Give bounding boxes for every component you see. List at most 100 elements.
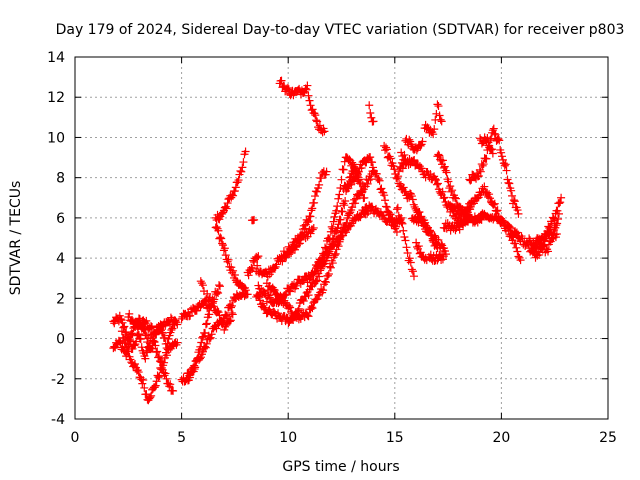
data-point bbox=[472, 194, 481, 203]
data-point bbox=[401, 136, 410, 145]
data-point bbox=[336, 215, 345, 224]
data-point bbox=[149, 337, 158, 346]
data-point bbox=[221, 322, 230, 331]
data-point bbox=[430, 231, 439, 240]
data-point bbox=[307, 206, 316, 215]
data-point bbox=[374, 174, 383, 183]
data-point bbox=[410, 202, 419, 211]
data-point bbox=[501, 160, 510, 169]
data-point bbox=[488, 126, 497, 135]
data-point bbox=[434, 102, 443, 111]
data-marks bbox=[109, 76, 566, 405]
data-point bbox=[438, 156, 447, 165]
data-point bbox=[514, 209, 523, 218]
data-point bbox=[241, 286, 250, 295]
data-point bbox=[229, 191, 238, 200]
data-point bbox=[403, 249, 412, 258]
data-point bbox=[426, 227, 435, 236]
data-point bbox=[255, 292, 264, 301]
data-point bbox=[441, 166, 450, 175]
data-point bbox=[250, 215, 259, 224]
data-point bbox=[151, 381, 160, 390]
data-point bbox=[463, 208, 472, 217]
data-point bbox=[202, 319, 211, 328]
data-point bbox=[153, 371, 162, 380]
data-point bbox=[432, 176, 441, 185]
data-point bbox=[483, 133, 492, 142]
data-point bbox=[201, 296, 210, 305]
data-point bbox=[372, 169, 381, 178]
data-point bbox=[315, 180, 324, 189]
data-point bbox=[270, 308, 279, 317]
data-point bbox=[265, 293, 274, 302]
data-point bbox=[167, 325, 176, 334]
data-point bbox=[369, 163, 378, 172]
data-point bbox=[381, 196, 390, 205]
y-tick-label: 0 bbox=[56, 332, 65, 348]
data-point bbox=[313, 276, 322, 285]
data-point bbox=[215, 311, 224, 320]
data-point bbox=[228, 191, 237, 200]
data-point bbox=[398, 219, 407, 228]
data-point bbox=[212, 223, 221, 232]
data-point bbox=[310, 109, 319, 118]
data-point bbox=[366, 153, 375, 162]
x-tick-label: 5 bbox=[177, 430, 186, 446]
data-point bbox=[349, 160, 358, 169]
data-point bbox=[143, 348, 152, 357]
data-point bbox=[439, 194, 448, 203]
data-point bbox=[382, 145, 391, 154]
data-point bbox=[231, 183, 240, 192]
data-point bbox=[233, 178, 242, 187]
data-point bbox=[306, 101, 315, 110]
data-point bbox=[310, 268, 319, 277]
data-point bbox=[238, 163, 247, 172]
data-point bbox=[299, 276, 308, 285]
data-point bbox=[549, 233, 558, 242]
data-point bbox=[128, 329, 137, 338]
data-point bbox=[254, 252, 263, 261]
data-point bbox=[278, 83, 287, 92]
data-point bbox=[162, 351, 171, 360]
data-point bbox=[220, 203, 229, 212]
data-point bbox=[138, 379, 147, 388]
data-point bbox=[308, 225, 317, 234]
data-point bbox=[317, 258, 326, 267]
data-point bbox=[154, 353, 163, 362]
data-point bbox=[130, 341, 139, 350]
data-point bbox=[497, 148, 506, 157]
data-point bbox=[514, 252, 523, 261]
data-point bbox=[201, 320, 210, 329]
y-tick-label: 8 bbox=[56, 171, 65, 187]
data-point bbox=[269, 285, 278, 294]
data-point bbox=[133, 366, 142, 375]
data-point bbox=[330, 212, 339, 221]
data-point bbox=[490, 199, 499, 208]
data-point bbox=[153, 347, 162, 356]
data-point bbox=[385, 209, 394, 218]
data-point bbox=[369, 117, 378, 126]
data-point bbox=[136, 335, 145, 344]
data-point bbox=[230, 270, 239, 279]
data-point bbox=[264, 291, 273, 300]
data-point bbox=[161, 321, 170, 330]
data-point bbox=[125, 336, 134, 345]
data-point bbox=[284, 85, 293, 94]
data-point bbox=[462, 210, 471, 219]
data-point bbox=[512, 243, 521, 252]
data-point bbox=[356, 178, 365, 187]
data-point bbox=[392, 205, 401, 214]
data-point bbox=[331, 249, 340, 258]
x-tick-label: 10 bbox=[279, 430, 297, 446]
data-point bbox=[319, 286, 328, 295]
data-point bbox=[206, 333, 215, 342]
data-point bbox=[530, 241, 539, 250]
data-point bbox=[364, 207, 373, 216]
data-point bbox=[199, 332, 208, 341]
data-point bbox=[478, 161, 487, 170]
data-point bbox=[410, 156, 419, 165]
data-point bbox=[303, 311, 312, 320]
data-point bbox=[334, 220, 343, 229]
data-point bbox=[360, 193, 369, 202]
